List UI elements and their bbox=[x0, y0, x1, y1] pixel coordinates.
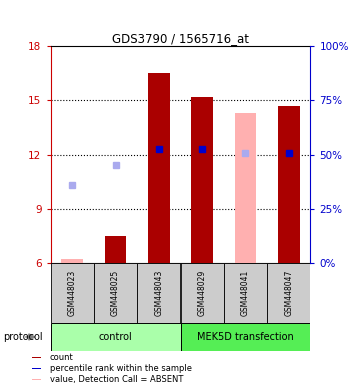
Text: percentile rank within the sample: percentile rank within the sample bbox=[50, 364, 192, 373]
FancyBboxPatch shape bbox=[181, 263, 223, 323]
FancyBboxPatch shape bbox=[180, 323, 310, 351]
Text: count: count bbox=[50, 353, 74, 362]
FancyBboxPatch shape bbox=[51, 323, 180, 351]
FancyBboxPatch shape bbox=[138, 263, 180, 323]
Bar bbox=[191, 97, 213, 263]
Bar bbox=[32, 368, 42, 369]
FancyBboxPatch shape bbox=[94, 263, 137, 323]
Text: GSM448023: GSM448023 bbox=[68, 270, 77, 316]
FancyBboxPatch shape bbox=[51, 263, 93, 323]
Text: control: control bbox=[99, 332, 132, 342]
Bar bbox=[105, 236, 126, 263]
Text: GSM448029: GSM448029 bbox=[198, 270, 206, 316]
Title: GDS3790 / 1565716_at: GDS3790 / 1565716_at bbox=[112, 32, 249, 45]
Text: MEK5D transfection: MEK5D transfection bbox=[197, 332, 294, 342]
Bar bbox=[148, 73, 170, 263]
Text: GSM448025: GSM448025 bbox=[111, 270, 120, 316]
Bar bbox=[278, 106, 300, 263]
Text: GSM448041: GSM448041 bbox=[241, 270, 250, 316]
Bar bbox=[61, 258, 83, 263]
Text: GSM448043: GSM448043 bbox=[155, 270, 163, 316]
Bar bbox=[32, 357, 42, 358]
FancyBboxPatch shape bbox=[268, 263, 310, 323]
Text: protocol: protocol bbox=[4, 332, 43, 342]
Bar bbox=[235, 113, 256, 263]
FancyBboxPatch shape bbox=[224, 263, 267, 323]
Text: value, Detection Call = ABSENT: value, Detection Call = ABSENT bbox=[50, 375, 183, 384]
Bar bbox=[32, 379, 42, 380]
Text: GSM448047: GSM448047 bbox=[284, 270, 293, 316]
